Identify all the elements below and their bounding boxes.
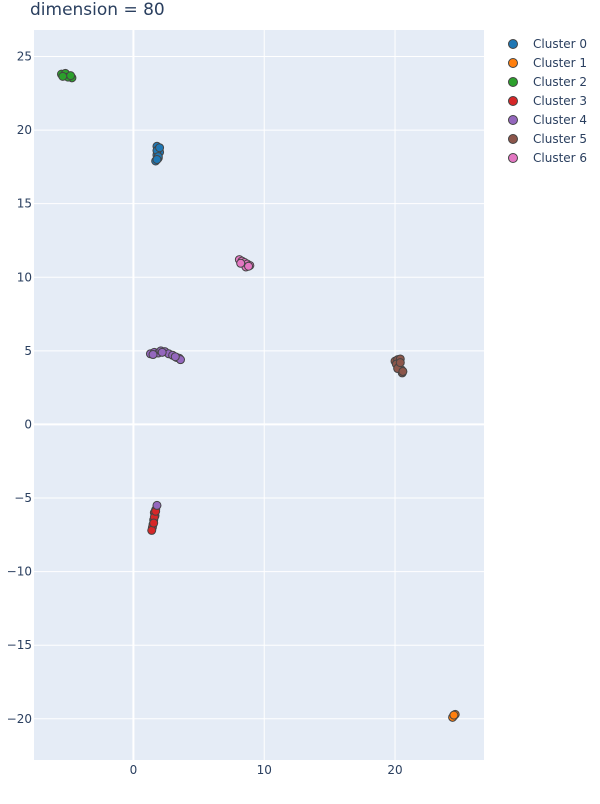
x-tick-label: 0 — [130, 763, 138, 777]
y-tick-label: 25 — [17, 49, 32, 63]
series-cluster-2 — [56, 68, 77, 83]
x-axis-ticks: 0 10 20 — [130, 763, 403, 777]
legend-item-cluster-6[interactable]: Cluster 6 — [508, 151, 588, 165]
series-cluster-6 — [234, 255, 255, 272]
data-point — [170, 352, 180, 362]
data-point — [157, 347, 167, 357]
x-tick-label: 20 — [387, 763, 402, 777]
y-tick-label: −20 — [7, 712, 32, 726]
data-point — [449, 710, 459, 720]
legend-marker — [508, 39, 518, 49]
data-point — [149, 518, 159, 528]
y-tick-label: −5 — [14, 491, 32, 505]
legend-label: Cluster 1 — [533, 56, 587, 70]
chart-title: dimension = 80 — [30, 0, 165, 20]
data-point — [236, 258, 246, 268]
data-point — [395, 358, 405, 368]
legend-label: Cluster 2 — [533, 75, 587, 89]
points-layer — [56, 68, 460, 722]
y-axis-ticks: −20 −15 −10 −5 0 5 10 15 20 25 — [7, 49, 32, 725]
legend-item-cluster-0[interactable]: Cluster 0 — [508, 37, 588, 51]
legend-label: Cluster 6 — [533, 151, 587, 165]
legend-marker — [508, 96, 518, 106]
legend-label: Cluster 5 — [533, 132, 587, 146]
series-cluster-5 — [390, 354, 408, 378]
data-point — [155, 143, 165, 153]
legend-marker — [508, 58, 518, 68]
legend-marker — [508, 115, 518, 125]
legend-item-cluster-1[interactable]: Cluster 1 — [508, 56, 588, 70]
data-point — [152, 155, 162, 165]
series-cluster-0 — [151, 141, 165, 166]
legend-marker — [508, 134, 518, 144]
legend-item-cluster-4[interactable]: Cluster 4 — [508, 113, 588, 127]
data-point — [398, 366, 408, 376]
legend-marker — [508, 77, 518, 87]
y-tick-label: 10 — [17, 270, 32, 284]
data-point — [244, 261, 254, 271]
legend[interactable]: Cluster 0 Cluster 1 Cluster 2 Cluster 3 Clus… — [508, 37, 588, 165]
y-tick-label: 15 — [17, 197, 32, 211]
data-point — [148, 350, 158, 360]
legend-item-cluster-5[interactable]: Cluster 5 — [508, 132, 588, 146]
legend-label: Cluster 3 — [533, 94, 587, 108]
x-tick-label: 10 — [257, 763, 272, 777]
data-point — [152, 500, 162, 510]
y-tick-label: −15 — [7, 638, 32, 652]
legend-marker — [508, 153, 518, 163]
y-tick-label: −10 — [7, 565, 32, 579]
grid-layer — [34, 30, 484, 760]
legend-item-cluster-2[interactable]: Cluster 2 — [508, 75, 588, 89]
y-tick-label: 20 — [17, 123, 32, 137]
series-cluster-1 — [448, 709, 460, 722]
y-tick-label: 5 — [24, 344, 32, 358]
legend-label: Cluster 4 — [533, 113, 587, 127]
series-cluster-4 — [145, 346, 186, 510]
data-point — [147, 525, 157, 535]
legend-item-cluster-3[interactable]: Cluster 3 — [508, 94, 588, 108]
data-point — [58, 71, 68, 81]
y-tick-label: 0 — [24, 417, 32, 431]
legend-label: Cluster 0 — [533, 37, 587, 51]
data-point — [66, 71, 76, 81]
plot-background — [34, 30, 484, 760]
